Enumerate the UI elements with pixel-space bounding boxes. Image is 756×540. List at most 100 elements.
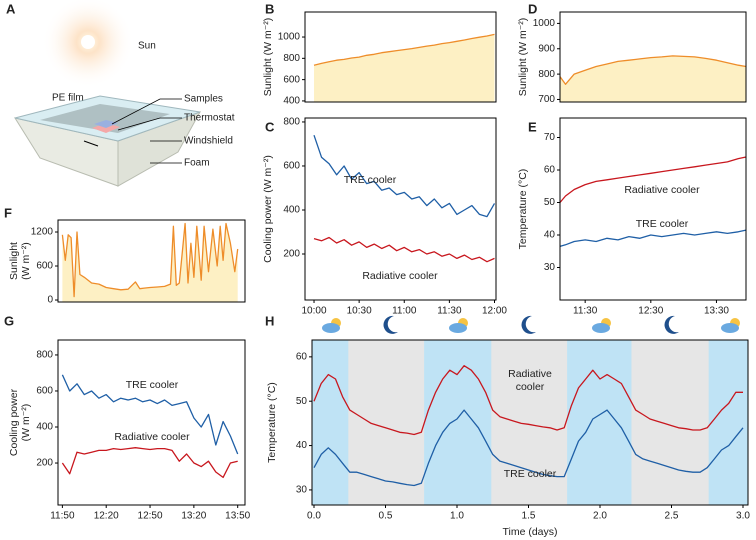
panel-label: B [265, 1, 274, 16]
area [314, 34, 495, 102]
windshield-label: Windshield [184, 136, 233, 147]
line [559, 229, 747, 248]
y-tick-label: 60 [544, 165, 556, 176]
samples-label: Samples [184, 94, 223, 105]
y-tick-label: 70 [544, 132, 556, 143]
moon-icon [664, 315, 679, 334]
sun-label: Sun [138, 41, 156, 52]
moon-icon [383, 315, 398, 334]
foam-label: Foam [184, 158, 210, 169]
y-tick-label: 800 [36, 350, 53, 361]
series-label: TRE cooler [126, 379, 179, 391]
y-tick-label: 40 [544, 230, 556, 241]
plot-background [312, 340, 748, 505]
line [61, 222, 239, 298]
y-tick-label: 900 [538, 43, 555, 54]
series-label: Radiative cooler [508, 368, 552, 393]
plot-frame [311, 339, 749, 506]
thermostat-label: Thermostat [184, 113, 235, 124]
y-tick-label: 30 [544, 262, 556, 273]
chart: C TRE cooler Radiative cooler 200 400 600 800 1… [262, 117, 508, 317]
y-tick-label: 600 [283, 74, 300, 85]
y-tick-label: 0 [47, 295, 53, 306]
sun-core [81, 35, 95, 49]
day-span [312, 340, 349, 505]
x-tick-label: 1.5 [522, 511, 536, 522]
moon-icon [521, 315, 536, 334]
film-label: PE film [52, 93, 84, 104]
x-tick-label: 10:00 [302, 306, 327, 317]
y-tick-label: 50 [544, 197, 556, 208]
x-tick-label: 13:20 [181, 511, 206, 522]
line [313, 134, 496, 218]
panel-label: G [4, 313, 14, 328]
line [313, 409, 744, 487]
y-axis-label: Temperature (°C) [517, 169, 529, 250]
y-tick-label: 30 [296, 485, 308, 496]
box-inner [40, 104, 170, 133]
chart: G TRE cooler Radiative cooler 200 400 600 800 1… [4, 313, 251, 521]
leader [117, 117, 182, 131]
y-tick-label: 700 [538, 94, 555, 105]
plot-frame [559, 11, 747, 103]
series-label-box: Radiative cooler [508, 368, 552, 393]
x-tick-label: 13:30 [704, 306, 729, 317]
panel-label: F [4, 205, 12, 220]
chart: H Radiative cooler TRE cooler 30 40 50 60 0.0 0.… [265, 313, 750, 537]
plot-frame [57, 219, 246, 303]
sun-cloud-icon [592, 318, 611, 333]
setup-diagram: A Sun PE film Samples Thermostat Windshi… [6, 0, 235, 187]
day-span [567, 340, 632, 505]
sun-cloud-icon [721, 318, 740, 333]
plot-frame [559, 117, 747, 301]
y-tick-label: 1000 [278, 32, 301, 43]
leader [111, 98, 182, 125]
arrow [83, 140, 99, 147]
line [313, 33, 495, 66]
x-tick-label: 2.0 [593, 511, 607, 522]
y-axis-label: Sunlight (W m⁻²) [262, 18, 274, 96]
line [559, 55, 747, 85]
series-label: Radiative cooler [624, 184, 700, 196]
x-tick-label: 12:20 [94, 511, 119, 522]
y-axis-label: Temperature (°C) [266, 382, 278, 463]
panel-label: E [528, 119, 537, 134]
area [560, 55, 746, 102]
panel-label: H [265, 313, 274, 328]
y-tick-label: 800 [538, 69, 555, 80]
line [61, 374, 239, 455]
panel-label: A [6, 1, 16, 16]
series-label: Radiative cooler [362, 270, 438, 282]
chart: D 700 800 900 1000 Sunlight (W m⁻²) [517, 1, 747, 105]
sun-cloud-icon [322, 318, 341, 333]
y-tick-label: 600 [36, 261, 53, 272]
x-tick-label: 2.5 [665, 511, 679, 522]
y-tick-label: 400 [36, 422, 53, 433]
plot-frame [57, 339, 246, 506]
x-tick-label: 11:30 [437, 306, 462, 317]
x-tick-label: 0.5 [379, 511, 393, 522]
panel-label: D [528, 1, 537, 16]
day-span [708, 340, 748, 505]
plot-frame [304, 117, 497, 301]
x-tick-label: 11:30 [573, 306, 598, 317]
y-axis-label: (W m⁻²) [20, 242, 32, 280]
x-tick-label: 12:30 [638, 306, 663, 317]
y-tick-label: 40 [296, 440, 308, 451]
x-tick-label: 13:50 [225, 511, 250, 522]
y-tick-label: 800 [283, 53, 300, 64]
chart: E Radiative cooler TRE cooler 30 40 50 60 70 11:… [517, 117, 747, 317]
y-tick-label: 400 [283, 205, 300, 216]
y-tick-label: 400 [283, 96, 300, 107]
weather-icons [322, 315, 740, 334]
series-label: TRE cooler [504, 468, 557, 480]
y-axis-label: Sunlight (W m⁻²) [517, 18, 529, 96]
x-tick-label: 12:00 [482, 306, 507, 317]
series-label: TRE cooler [344, 174, 397, 186]
panel-label: C [265, 119, 275, 134]
y-tick-label: 600 [283, 161, 300, 172]
chart: F 0 600 1200 Sunlight (W m⁻²) [4, 205, 246, 306]
line [313, 365, 743, 436]
line [61, 447, 238, 479]
